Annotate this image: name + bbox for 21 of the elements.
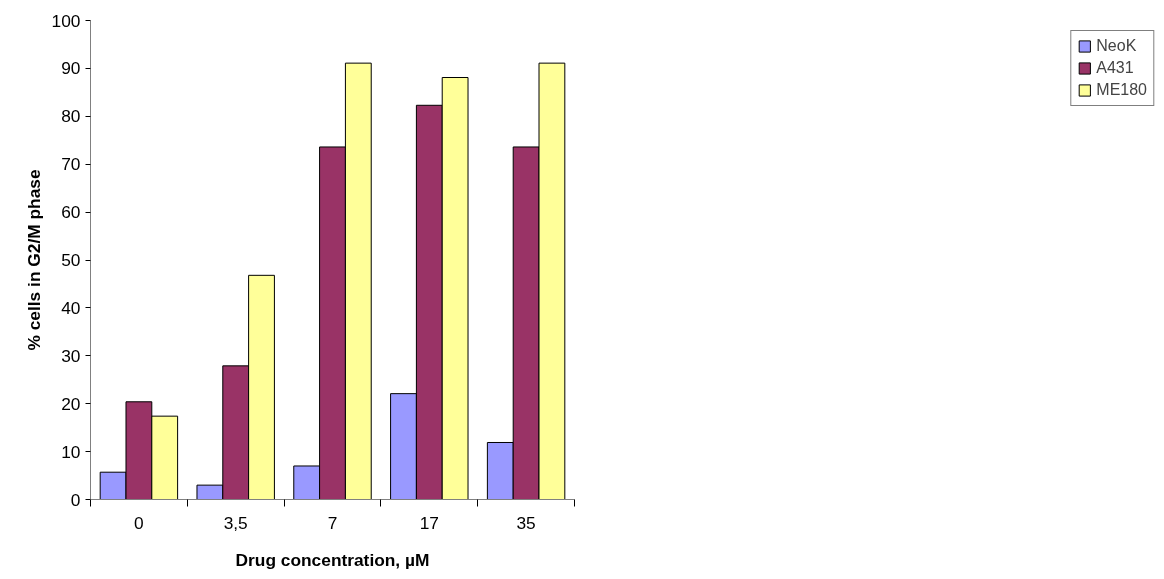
y-tick-label: 100 [51,10,81,31]
y-tick-label: 90 [61,58,81,79]
x-tick-label: 17 [419,512,439,533]
x-axis-title: Drug concentration, µM [235,549,430,570]
x-tick-label: 3,5 [223,512,248,533]
x-tick-label: 0 [134,512,144,533]
y-tick-label: 30 [61,345,81,366]
y-tick-label: 60 [61,202,81,223]
y-tick-label: 0 [70,489,81,510]
y-axis-title: % cells in G2/M phase [23,169,44,351]
y-tick-label: 80 [61,106,81,127]
x-tick-label: 7 [327,512,338,533]
legend-label: NeoK [1096,37,1137,55]
legend-label: ME180 [1096,81,1147,99]
y-tick-label: 50 [61,250,81,270]
y-tick-label: 10 [61,441,81,462]
y-tick-label: 70 [61,154,81,175]
legend-label: A431 [1096,59,1134,77]
x-tick-label: 35 [516,512,536,533]
y-tick-label: 20 [61,393,81,414]
y-tick-label: 40 [61,297,81,318]
